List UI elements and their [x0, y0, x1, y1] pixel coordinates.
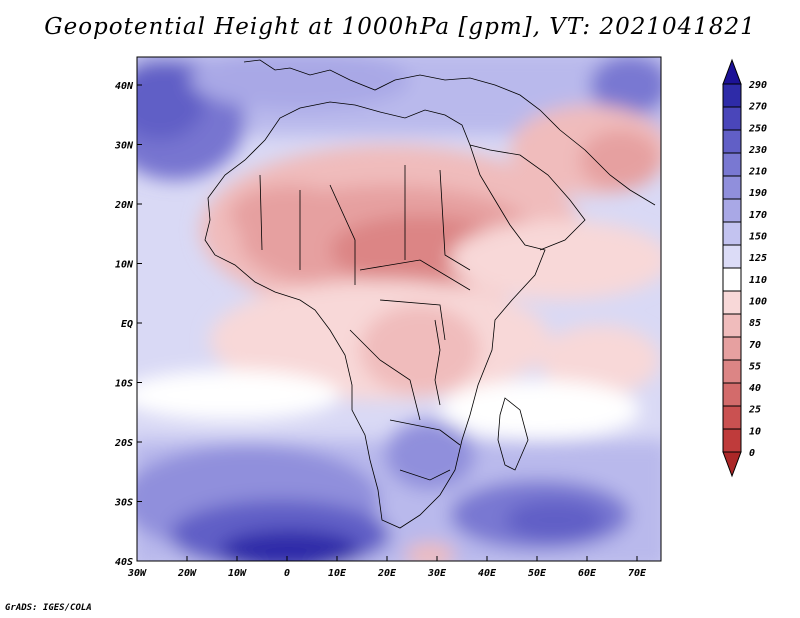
- lon-tick-label: 20W: [177, 568, 197, 579]
- colorbar-label: 170: [749, 210, 767, 221]
- colorbar: 2902702502302101901701501251101008570554…: [722, 58, 767, 478]
- colorbar-label: 270: [748, 102, 767, 113]
- lat-tick-label: 40S: [115, 557, 133, 568]
- colorbar-label: 290: [748, 80, 767, 91]
- colorbar-segment: [722, 359, 742, 384]
- colorbar-label: 0: [749, 448, 755, 459]
- colorbar-label: 100: [749, 296, 767, 307]
- colorbar-segment: [722, 175, 742, 200]
- lon-tick-label: 10E: [328, 568, 347, 579]
- coastlines: [204, 59, 656, 529]
- colorbar-label: 40: [749, 383, 761, 394]
- lat-tick-label: EQ: [121, 319, 133, 330]
- colorbar-segment: [722, 290, 742, 315]
- lon-tick-label: 70E: [628, 568, 647, 579]
- lon-tick-label: 50E: [528, 568, 547, 579]
- colorbar-segment: [722, 336, 742, 361]
- lon-tick-label: 0: [284, 568, 290, 579]
- colorbar-label: 190: [749, 188, 767, 199]
- colorbar-segment: [722, 267, 742, 292]
- footer-credit: GrADS: IGES/COLA: [5, 603, 92, 613]
- lat-tick-label: 20N: [114, 200, 134, 211]
- colorbar-label: 25: [748, 405, 761, 416]
- lon-tick-label: 40E: [478, 568, 497, 579]
- lat-tick-label: 10N: [115, 260, 134, 271]
- colorbar-segment: [722, 244, 742, 269]
- plot-frame: [136, 56, 662, 562]
- colorbar-label: 10: [749, 426, 761, 437]
- latitude-axis: 40N 30N 20N 10N EQ 10S 20S 30S 40S: [114, 81, 142, 568]
- lat-tick-label: 20S: [114, 438, 133, 449]
- colorbar-label: 70: [749, 340, 761, 351]
- colorbar-min-arrow: [722, 451, 742, 478]
- height-field: [137, 57, 661, 561]
- lon-tick-label: 30E: [427, 568, 447, 579]
- map-title: Geopotential Height at 1000hPa [gpm], VT…: [44, 14, 756, 40]
- lon-tick-label: 60E: [578, 568, 597, 579]
- colorbar-label: 150: [749, 232, 767, 243]
- colorbar-segment: [722, 152, 742, 177]
- colorbar-segment: [722, 198, 742, 223]
- lat-tick-label: 10S: [115, 379, 133, 390]
- colorbar-segment: [722, 129, 742, 154]
- lat-tick-label: 40N: [115, 81, 134, 92]
- colorbar-segment: [722, 405, 742, 430]
- longitude-axis: 30W 20W 10W 0 10E 20E 30E 40E 50E 60E 70E: [127, 556, 647, 579]
- colorbar-label: 230: [748, 145, 767, 156]
- lon-tick-label: 10W: [228, 568, 247, 579]
- colorbar-label: 125: [749, 253, 767, 264]
- colorbar-label: 210: [748, 167, 767, 178]
- colorbar-segment: [722, 313, 742, 338]
- colorbar-segment: [722, 83, 742, 108]
- colorbar-max-arrow: [722, 58, 742, 85]
- colorbar-label: 55: [749, 361, 761, 372]
- colorbar-segment: [722, 221, 742, 246]
- colorbar-label: 110: [749, 275, 767, 286]
- lat-tick-label: 30N: [114, 141, 134, 152]
- lat-tick-label: 30S: [114, 498, 133, 509]
- colorbar-label: 85: [749, 318, 761, 329]
- colorbar-segment: [722, 382, 742, 407]
- lon-tick-label: 20E: [377, 568, 397, 579]
- lon-tick-label: 30W: [127, 568, 147, 579]
- colorbar-segment: [722, 106, 742, 131]
- colorbar-label: 250: [748, 123, 767, 134]
- colorbar-segment: [722, 428, 742, 453]
